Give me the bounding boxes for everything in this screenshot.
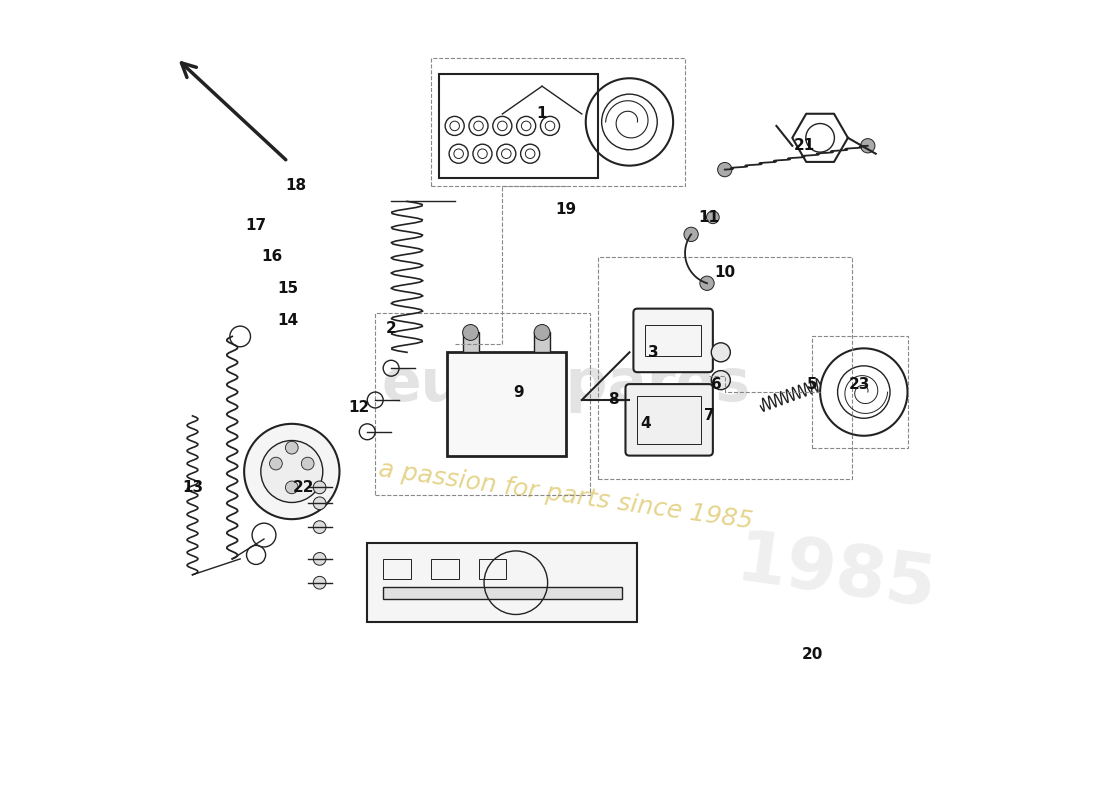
Bar xyxy=(535,333,550,352)
Text: 14: 14 xyxy=(277,313,298,328)
FancyBboxPatch shape xyxy=(626,384,713,456)
Circle shape xyxy=(860,138,875,153)
Text: 18: 18 xyxy=(285,178,306,193)
Bar xyxy=(637,396,701,444)
Text: 20: 20 xyxy=(802,646,823,662)
Circle shape xyxy=(712,342,730,362)
Circle shape xyxy=(261,441,322,502)
Text: 6: 6 xyxy=(712,377,723,392)
Text: 3: 3 xyxy=(648,345,659,360)
Bar xyxy=(431,559,459,578)
Text: 23: 23 xyxy=(849,377,870,392)
Text: a passion for parts since 1985: a passion for parts since 1985 xyxy=(377,457,755,534)
Text: 10: 10 xyxy=(714,266,735,280)
Text: 9: 9 xyxy=(513,385,524,399)
Text: 11: 11 xyxy=(698,210,719,225)
Circle shape xyxy=(314,481,326,494)
Bar xyxy=(646,325,701,356)
Circle shape xyxy=(314,497,326,510)
Text: 7: 7 xyxy=(704,408,714,423)
Text: 16: 16 xyxy=(262,250,283,265)
Circle shape xyxy=(684,227,699,242)
Circle shape xyxy=(700,276,714,290)
Text: 13: 13 xyxy=(182,480,204,495)
Circle shape xyxy=(314,521,326,534)
Text: 2: 2 xyxy=(386,321,396,336)
Bar xyxy=(367,543,637,622)
Circle shape xyxy=(314,553,326,566)
Text: 17: 17 xyxy=(245,218,266,233)
Bar xyxy=(463,333,478,352)
Text: 1: 1 xyxy=(537,106,548,122)
Circle shape xyxy=(706,211,719,224)
Circle shape xyxy=(286,481,298,494)
FancyBboxPatch shape xyxy=(634,309,713,372)
Text: 1985: 1985 xyxy=(732,526,940,623)
Circle shape xyxy=(535,325,550,341)
Bar xyxy=(383,586,621,598)
Circle shape xyxy=(270,457,283,470)
Text: 12: 12 xyxy=(349,401,370,415)
Text: 15: 15 xyxy=(277,282,298,296)
Text: 22: 22 xyxy=(293,480,315,495)
Bar xyxy=(439,74,597,178)
Circle shape xyxy=(717,162,732,177)
Text: 21: 21 xyxy=(793,138,815,154)
Text: eurospares: eurospares xyxy=(382,356,750,413)
Circle shape xyxy=(286,442,298,454)
Text: 5: 5 xyxy=(807,377,817,392)
Text: 4: 4 xyxy=(640,416,650,431)
Circle shape xyxy=(301,457,315,470)
Bar xyxy=(383,559,411,578)
Circle shape xyxy=(712,370,730,390)
Circle shape xyxy=(244,424,340,519)
Circle shape xyxy=(314,576,326,589)
Text: 8: 8 xyxy=(608,393,619,407)
Bar xyxy=(447,352,565,456)
Bar xyxy=(478,559,506,578)
Text: 19: 19 xyxy=(556,202,576,217)
Circle shape xyxy=(463,325,478,341)
